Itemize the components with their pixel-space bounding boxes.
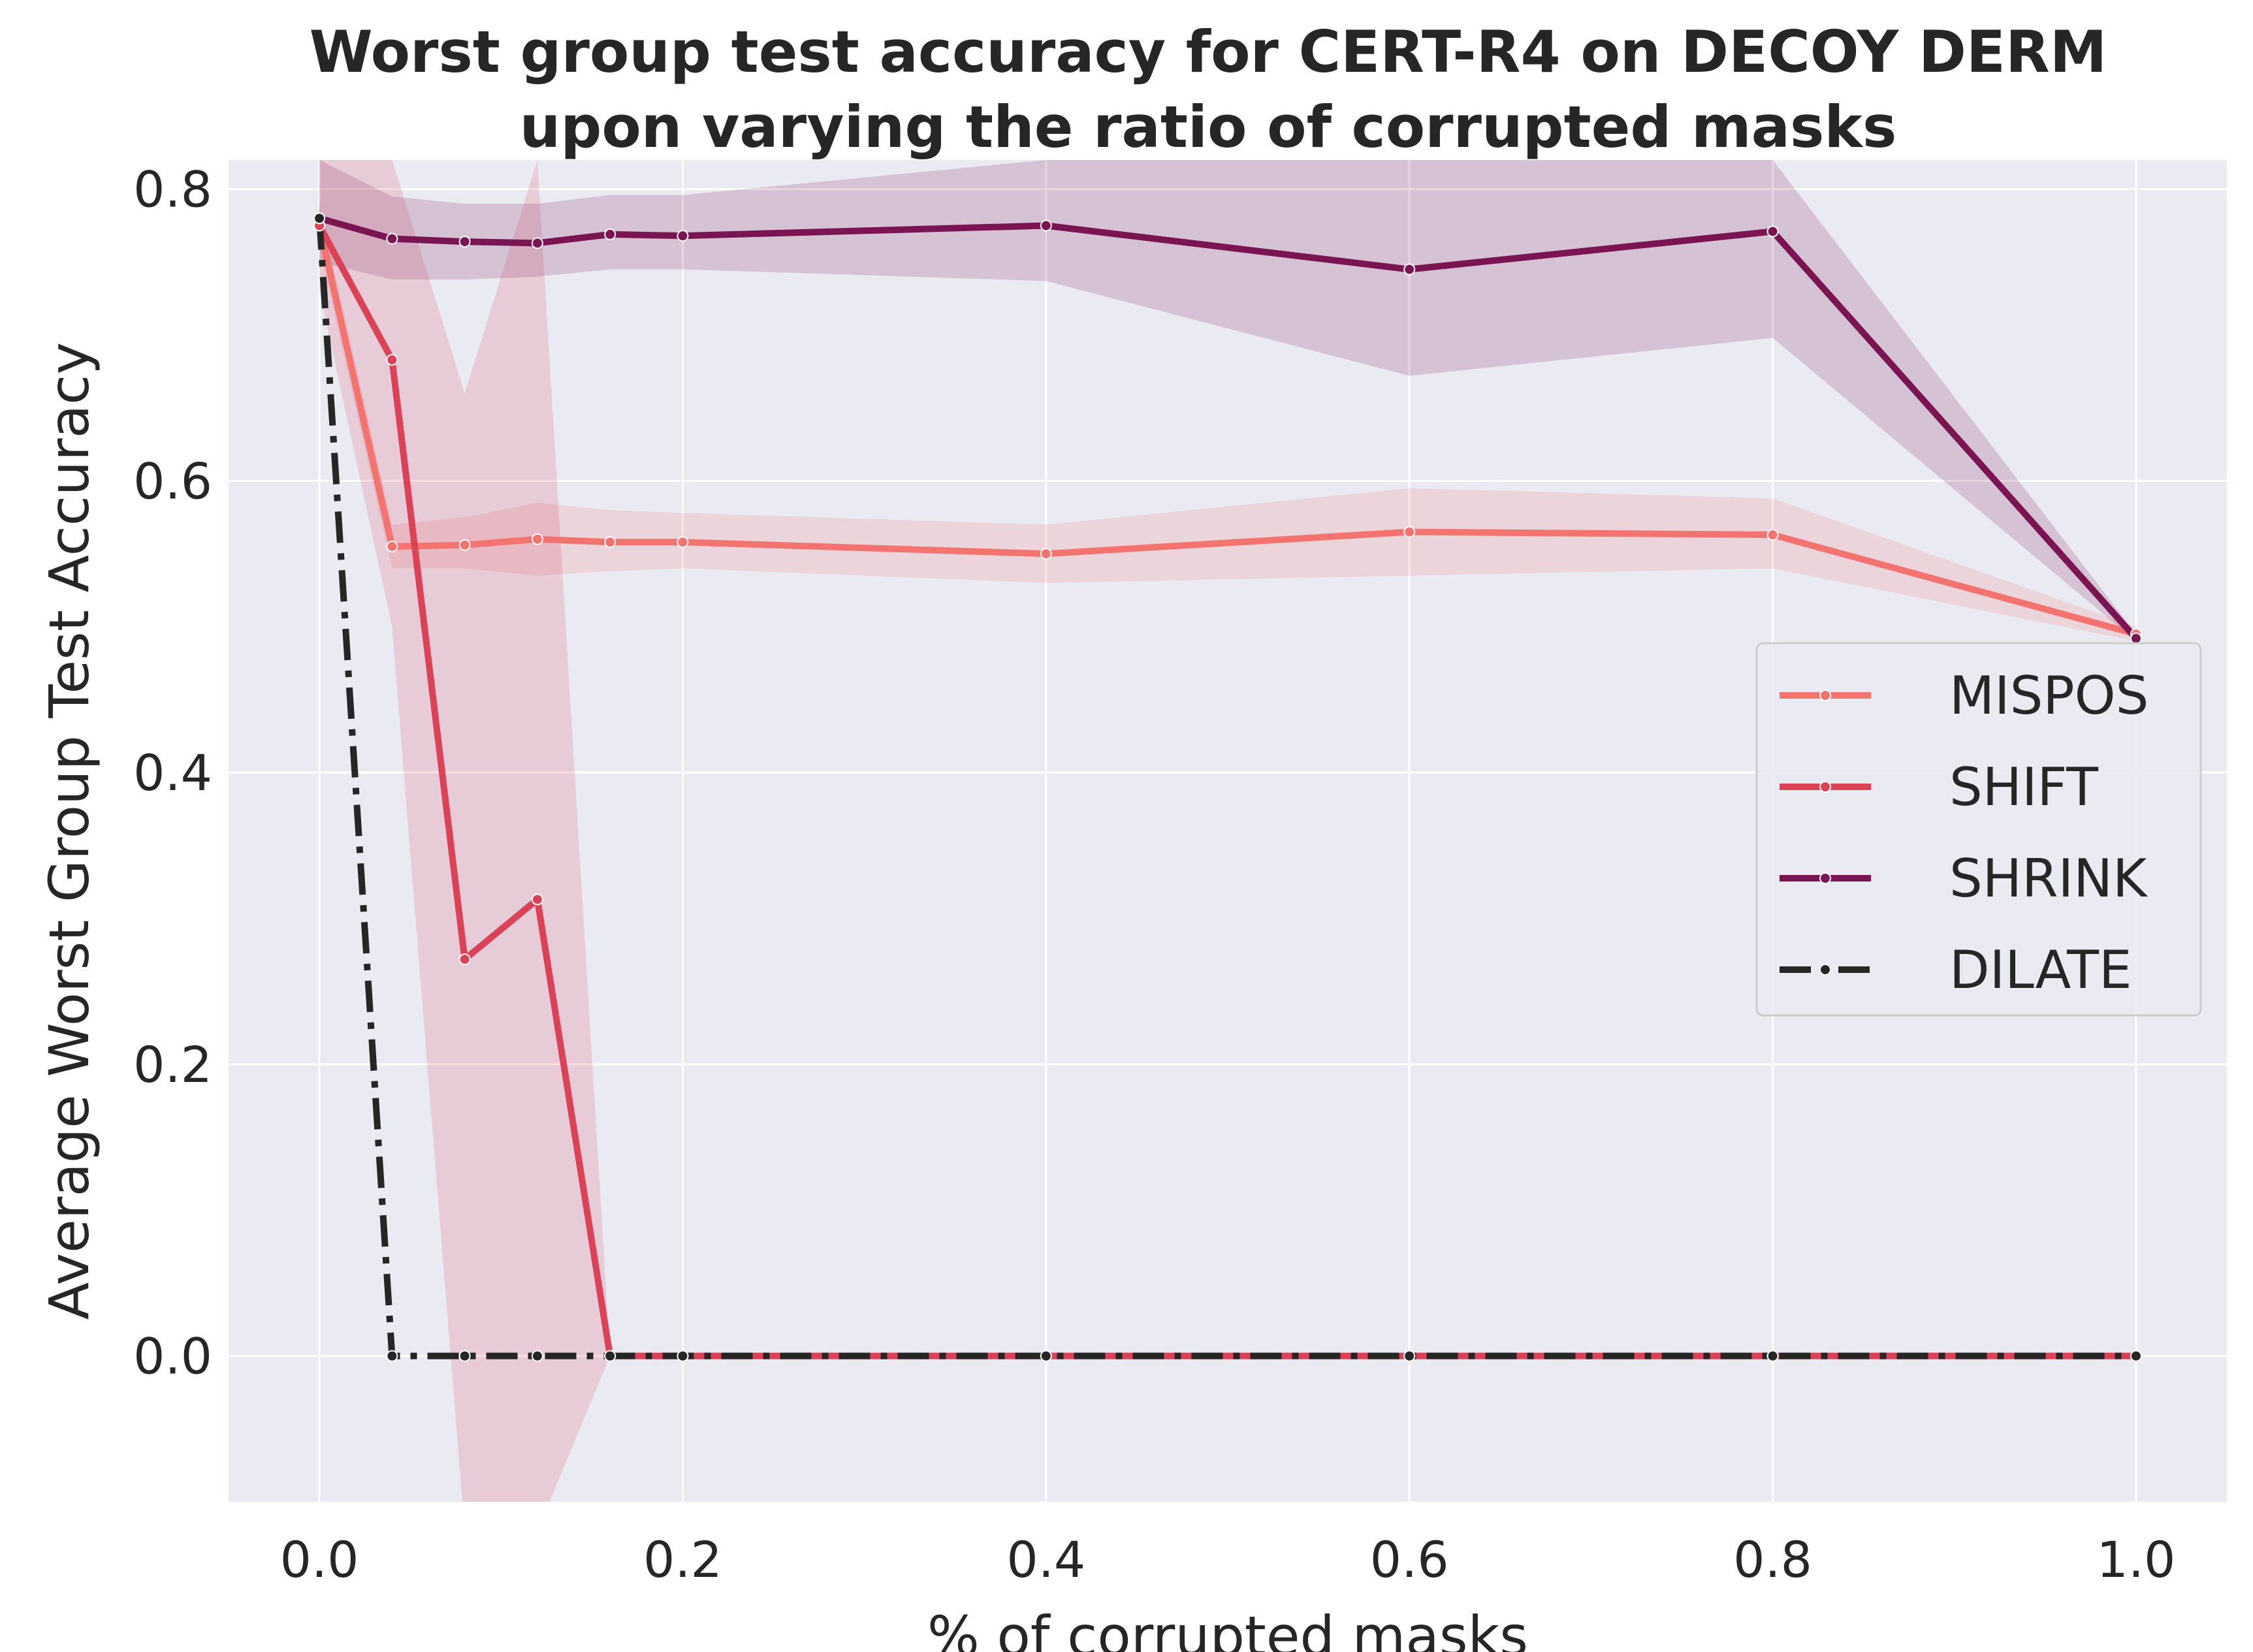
y-tick-label: 0.6 bbox=[133, 452, 212, 510]
data-point-dilate bbox=[531, 1350, 543, 1362]
legend-label-mispos: MISPOS bbox=[1949, 665, 2149, 726]
data-point-shift bbox=[531, 893, 543, 906]
data-point-dilate bbox=[1403, 1350, 1416, 1362]
legend-label-shrink: SHRINK bbox=[1949, 848, 2149, 909]
x-tick-label: 0.6 bbox=[1370, 1531, 1449, 1589]
data-point-mispos bbox=[1766, 529, 1779, 541]
y-tick-labels: 0.0 0.2 0.4 0.6 0.8 bbox=[133, 161, 212, 1386]
y-axis-label: Average Worst Group Test Accuracy bbox=[37, 342, 101, 1320]
legend: MISPOS SHIFT SHRINK DILATE bbox=[1755, 642, 2202, 1017]
legend-label-shift: SHIFT bbox=[1949, 757, 2099, 818]
data-point-shrink bbox=[1403, 263, 1416, 276]
x-tick-label: 0.4 bbox=[1006, 1531, 1085, 1589]
data-point-mispos bbox=[458, 539, 471, 551]
data-point-shrink bbox=[677, 230, 689, 242]
x-tick-labels: 0.0 0.2 0.4 0.6 0.8 1.0 bbox=[280, 1531, 2176, 1589]
chart-title: Worst group test accuracy for CERT-R4 on… bbox=[310, 18, 2107, 161]
data-point-dilate bbox=[604, 1350, 616, 1362]
data-point-mispos bbox=[1040, 548, 1052, 560]
y-tick-label: 0.4 bbox=[133, 744, 212, 802]
data-point-dilate bbox=[313, 212, 326, 225]
data-point-shift bbox=[386, 354, 398, 366]
data-point-shrink bbox=[2130, 632, 2142, 644]
data-point-mispos bbox=[1403, 526, 1416, 538]
confidence-band-shrink bbox=[319, 160, 2136, 642]
series-lines bbox=[316, 215, 2139, 1359]
y-tick-label: 0.0 bbox=[133, 1327, 212, 1386]
series-line-mispos bbox=[316, 225, 2137, 637]
data-point-dilate bbox=[677, 1350, 689, 1362]
data-point-shrink bbox=[386, 232, 398, 245]
x-axis-label: % of corrupted masks bbox=[927, 1604, 1528, 1652]
data-point-mispos bbox=[386, 540, 398, 552]
legend-marker-shift bbox=[1819, 781, 1831, 793]
data-point-dilate bbox=[2130, 1350, 2142, 1362]
legend-label-dilate: DILATE bbox=[1949, 940, 2132, 1000]
data-point-shrink bbox=[458, 236, 471, 248]
y-tick-label: 0.2 bbox=[133, 1036, 212, 1094]
data-point-dilate bbox=[386, 1350, 398, 1362]
y-tick-label: 0.8 bbox=[133, 161, 212, 219]
legend-frame bbox=[1755, 642, 2202, 1017]
confidence-band-shift bbox=[319, 160, 2136, 1502]
x-tick-label: 0.8 bbox=[1733, 1531, 1812, 1589]
legend-marker-mispos bbox=[1819, 690, 1831, 701]
x-tick-label: 0.0 bbox=[280, 1531, 359, 1589]
data-point-mispos bbox=[604, 536, 616, 548]
legend-marker-shrink bbox=[1819, 872, 1831, 884]
x-tick-label: 0.2 bbox=[643, 1531, 722, 1589]
data-point-dilate bbox=[1766, 1350, 1779, 1362]
chart-title-line-1: Worst group test accuracy for CERT-R4 on… bbox=[310, 18, 2107, 86]
data-point-dilate bbox=[458, 1350, 471, 1362]
series-line-dilate bbox=[316, 218, 2136, 1359]
series-markers bbox=[313, 212, 2142, 1362]
data-point-mispos bbox=[677, 536, 689, 548]
x-tick-label: 1.0 bbox=[2096, 1531, 2175, 1589]
data-point-shrink bbox=[1040, 219, 1052, 232]
data-point-shrink bbox=[1766, 225, 1779, 238]
series-line-shrink bbox=[318, 215, 2139, 641]
legend-marker-dilate bbox=[1819, 964, 1831, 976]
data-point-shift bbox=[458, 953, 471, 966]
data-point-dilate bbox=[1040, 1350, 1052, 1362]
data-point-shrink bbox=[531, 237, 543, 249]
data-point-shrink bbox=[604, 228, 616, 240]
chart-title-line-2: upon varying the ratio of corrupted mask… bbox=[520, 93, 1897, 161]
data-point-mispos bbox=[531, 533, 543, 545]
